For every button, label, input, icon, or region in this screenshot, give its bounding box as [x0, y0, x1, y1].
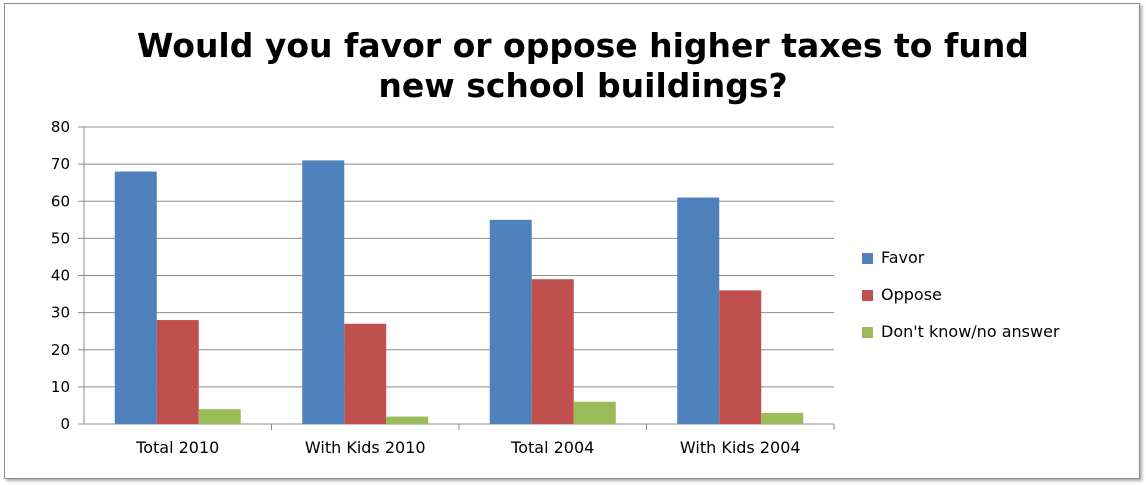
legend: Favor Oppose Don't know/no answer	[862, 248, 1060, 341]
bar-don-t-know-no-answer-with-kids-2010	[386, 416, 429, 424]
x-tick-label: With Kids 2004	[680, 438, 801, 457]
bar-favor-total-2010	[114, 171, 157, 424]
y-tick-label: 40	[51, 267, 70, 285]
bar-oppose-with-kids-2010	[344, 323, 387, 424]
y-tick-label: 80	[51, 118, 70, 136]
y-tick-label: 0	[60, 415, 70, 433]
bar-favor-total-2004	[489, 219, 532, 424]
bar-favor-with-kids-2010	[302, 160, 345, 424]
y-tick-label: 20	[51, 341, 70, 359]
legend-swatch-oppose	[862, 290, 873, 301]
x-tick-label: With Kids 2010	[305, 438, 426, 457]
y-tick-label: 50	[51, 229, 70, 247]
bar-oppose-total-2010	[156, 320, 199, 424]
legend-swatch-favor	[862, 253, 873, 264]
bars	[114, 160, 804, 424]
legend-label-don-t-know-no-answer: Don't know/no answer	[881, 322, 1060, 341]
legend-label-favor: Favor	[881, 248, 925, 267]
bar-don-t-know-no-answer-total-2010	[198, 409, 241, 424]
chart-title-line-2: new school buildings?	[378, 66, 787, 105]
bar-favor-with-kids-2004	[677, 197, 720, 424]
legend-swatch-don-t-know-no-answer	[862, 327, 873, 338]
chart-title-line-1: Would you favor or oppose higher taxes t…	[137, 26, 1029, 65]
y-tick-label: 70	[51, 155, 70, 173]
bar-oppose-total-2004	[531, 279, 574, 424]
bar-oppose-with-kids-2004	[719, 290, 762, 424]
legend-label-oppose: Oppose	[881, 285, 942, 304]
x-tick-label: Total 2010	[135, 438, 219, 457]
y-tick-label: 30	[51, 304, 70, 322]
y-tick-label: 10	[51, 378, 70, 396]
y-tick-label: 60	[51, 192, 70, 210]
bar-don-t-know-no-answer-total-2004	[573, 401, 616, 424]
bar-don-t-know-no-answer-with-kids-2004	[761, 412, 804, 424]
axis-labels: 0 10 20 30 40 50 60 70 80 Total 2010 With Kids 201…	[51, 118, 801, 457]
x-tick-label: Total 2004	[510, 438, 594, 457]
